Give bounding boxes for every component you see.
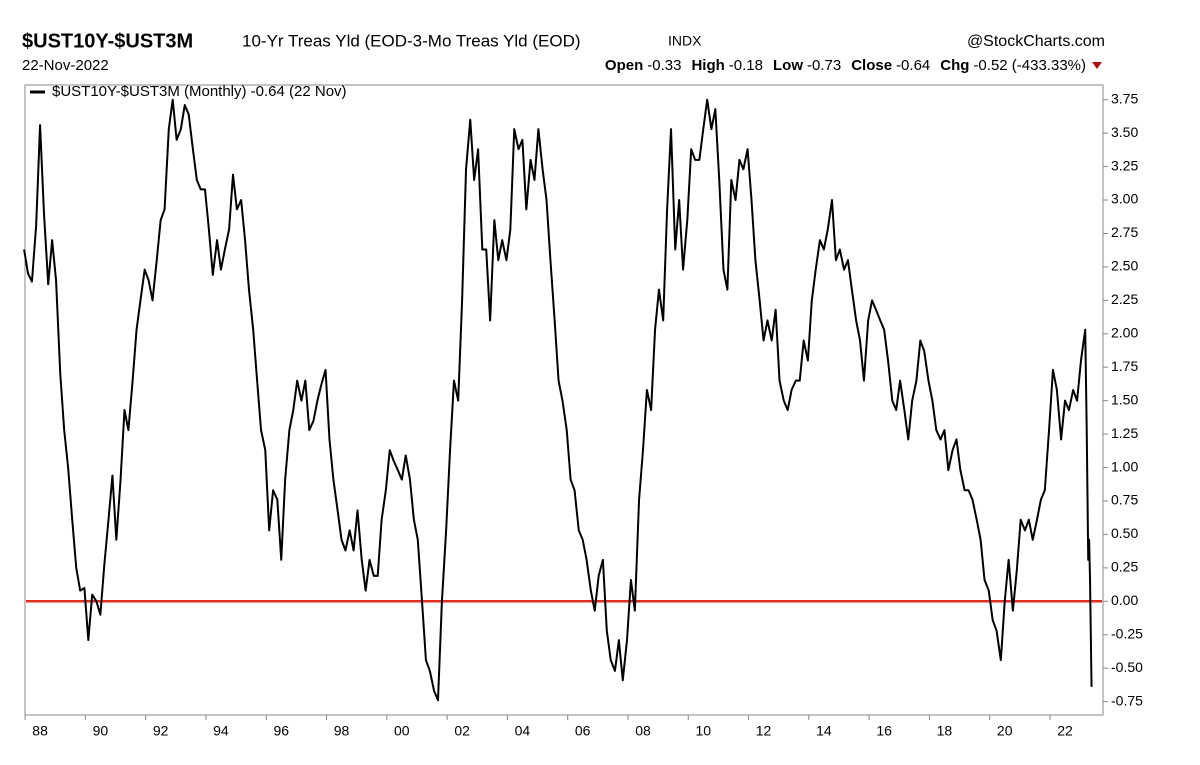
x-tick-label: 12 bbox=[756, 723, 772, 739]
x-tick-label: 22 bbox=[1057, 723, 1073, 739]
down-arrow bbox=[1092, 62, 1102, 69]
quote: Open -0.33 High -0.18 Low -0.73 Close -0.64 Chg -… bbox=[605, 57, 1086, 74]
quote-value: -0.64 bbox=[896, 57, 930, 74]
x-tick-label: 02 bbox=[454, 723, 470, 739]
quote-label: Close bbox=[851, 57, 892, 74]
x-tick-label: 20 bbox=[997, 723, 1013, 739]
x-tick-label: 94 bbox=[213, 723, 229, 739]
x-tick-label: 96 bbox=[273, 723, 289, 739]
quote-label: High bbox=[691, 57, 724, 74]
y-tick-label: -0.25 bbox=[1111, 625, 1143, 641]
y-tick-label: -0.50 bbox=[1111, 659, 1143, 675]
y-tick-label: 3.50 bbox=[1111, 124, 1138, 140]
x-tick-label: 98 bbox=[334, 723, 350, 739]
plot-frame bbox=[24, 84, 1104, 716]
quote-value: -0.33 bbox=[647, 57, 681, 74]
y-tick-label: 2.50 bbox=[1111, 258, 1138, 274]
y-tick-label: 1.00 bbox=[1111, 458, 1138, 474]
symbol: $UST10Y-$UST3M bbox=[22, 30, 193, 52]
y-tick-label: 0.50 bbox=[1111, 525, 1138, 541]
y-tick-label: 0.00 bbox=[1111, 592, 1138, 608]
quote-value: -0.18 bbox=[729, 57, 763, 74]
y-tick-label: 1.50 bbox=[1111, 391, 1138, 407]
x-tick-label: 18 bbox=[937, 723, 953, 739]
quote-label: Chg bbox=[940, 57, 969, 74]
y-tick-label: 0.75 bbox=[1111, 492, 1138, 508]
x-tick-label: 08 bbox=[635, 723, 651, 739]
quote-label: Low bbox=[773, 57, 803, 74]
x-tick-label: 14 bbox=[816, 723, 832, 739]
y-tick-label: -0.75 bbox=[1111, 692, 1143, 708]
y-tick-label: 1.25 bbox=[1111, 425, 1138, 441]
y-tick-label: 1.75 bbox=[1111, 358, 1138, 374]
quote-value: -0.52 (-433.33%) bbox=[973, 57, 1086, 74]
quote-value: -0.73 bbox=[807, 57, 841, 74]
source: @StockCharts.com bbox=[967, 33, 1105, 50]
x-tick-label: 90 bbox=[93, 723, 109, 739]
x-tick-label: 10 bbox=[695, 723, 711, 739]
date: 22-Nov-2022 bbox=[22, 57, 109, 74]
quote-label: Open bbox=[605, 57, 643, 74]
legend-label: $UST10Y-$UST3M (Monthly) -0.64 (22 Nov) bbox=[52, 83, 347, 100]
y-tick-label: 3.75 bbox=[1111, 90, 1138, 106]
description: 10-Yr Treas Yld (EOD-3-Mo Treas Yld (EOD… bbox=[242, 31, 581, 50]
x-tick-label: 88 bbox=[32, 723, 48, 739]
exchange: INDX bbox=[668, 33, 702, 49]
y-tick-label: 2.75 bbox=[1111, 224, 1138, 240]
y-tick-label: 2.25 bbox=[1111, 291, 1138, 307]
y-tick-label: 2.00 bbox=[1111, 324, 1138, 340]
y-tick-label: 3.25 bbox=[1111, 157, 1138, 173]
x-tick-label: 92 bbox=[153, 723, 169, 739]
x-tick-label: 16 bbox=[876, 723, 892, 739]
series-line bbox=[23, 98, 1093, 702]
x-tick-label: 00 bbox=[394, 723, 410, 739]
x-tick-label: 04 bbox=[515, 723, 531, 739]
x-tick-label: 06 bbox=[575, 723, 591, 739]
y-tick-label: 3.00 bbox=[1111, 191, 1138, 207]
y-tick-label: 0.25 bbox=[1111, 559, 1138, 575]
